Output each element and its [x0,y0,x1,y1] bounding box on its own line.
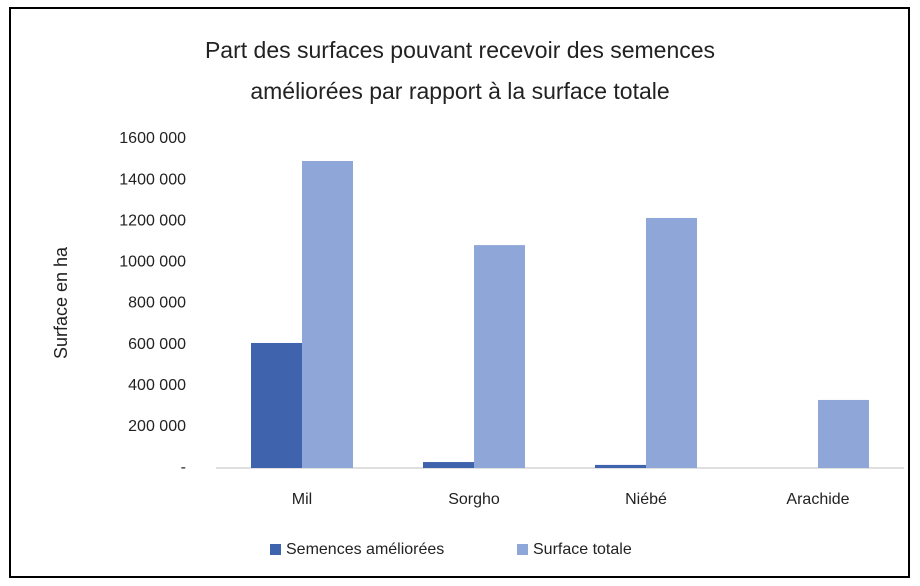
bar [423,462,474,468]
y-tick-label: 1400 000 [119,171,186,188]
x-tick-label: Sorgho [448,491,500,508]
y-tick-label: - [181,459,186,476]
bar [474,245,525,468]
y-tick-label: 1600 000 [119,130,186,147]
y-tick-label: 1000 000 [119,254,186,271]
y-tick-label: 600 000 [128,336,186,353]
bar [646,217,697,468]
bar [302,161,353,468]
y-tick-label: 800 000 [128,295,186,312]
legend-swatch [517,544,528,555]
chart-border [9,7,910,578]
y-tick-label: 200 000 [128,418,186,435]
bar [595,464,646,468]
x-tick-label: Niébé [625,491,667,508]
bar [818,399,869,468]
legend-label: Semences améliorées [286,541,444,558]
legend-label: Surface totale [533,541,632,558]
y-tick-label: 1200 000 [119,212,186,229]
legend-swatch [270,544,281,555]
y-tick-label: 400 000 [128,377,186,394]
y-axis-label: Surface en ha [51,246,71,359]
chart-title: Part des surfaces pouvant recevoir des s… [204,37,716,104]
x-tick-label: Mil [292,491,312,508]
x-tick-label: Arachide [786,491,849,508]
bar [251,342,302,468]
